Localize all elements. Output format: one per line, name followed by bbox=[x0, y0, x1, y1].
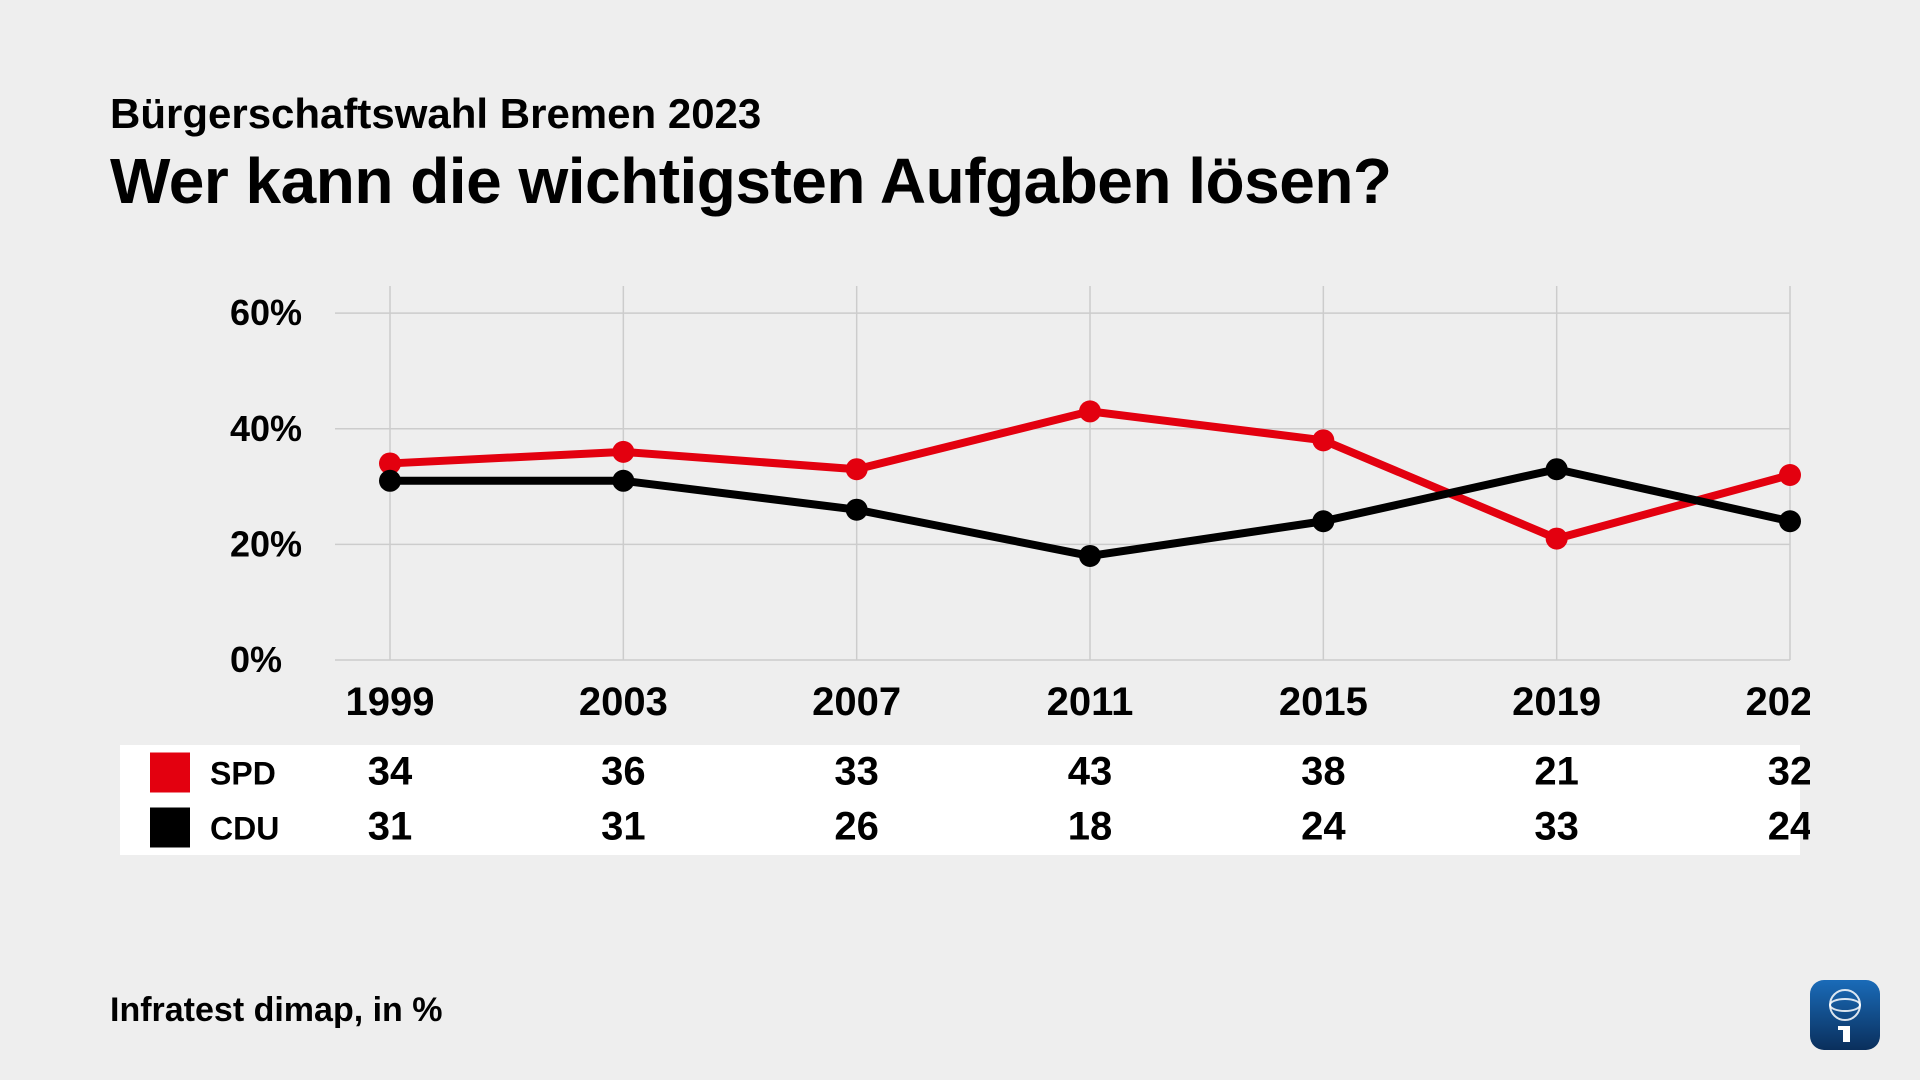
x-axis-year: 1999 bbox=[346, 680, 435, 724]
series-marker bbox=[846, 458, 868, 480]
series-marker bbox=[1312, 510, 1334, 532]
y-axis-label: 20% bbox=[230, 523, 302, 564]
table-value: 31 bbox=[601, 805, 646, 849]
table-value: 38 bbox=[1301, 750, 1346, 794]
series-marker bbox=[846, 499, 868, 521]
chart: 0%20%40%60%1999200320072011201520192023S… bbox=[110, 280, 1810, 720]
series-marker bbox=[1546, 528, 1568, 550]
y-axis-label: 0% bbox=[230, 639, 282, 680]
chart-source: Infratest dimap, in % bbox=[110, 991, 443, 1030]
series-marker bbox=[1079, 545, 1101, 567]
table-value: 43 bbox=[1068, 750, 1113, 794]
table-value: 18 bbox=[1068, 805, 1113, 849]
x-axis-year: 2011 bbox=[1047, 680, 1134, 724]
series-marker bbox=[1312, 429, 1334, 451]
x-axis-year: 2007 bbox=[812, 680, 901, 724]
x-axis-year: 2023 bbox=[1746, 680, 1810, 724]
series-marker bbox=[1079, 400, 1101, 422]
legend-label: SPD bbox=[210, 756, 276, 792]
series-marker bbox=[379, 470, 401, 492]
table-value: 24 bbox=[1768, 805, 1810, 849]
legend-swatch bbox=[150, 753, 190, 793]
x-axis-year: 2019 bbox=[1512, 680, 1601, 724]
chart-title: Wer kann die wichtigsten Aufgaben lösen? bbox=[110, 144, 1392, 218]
table-value: 33 bbox=[1534, 805, 1579, 849]
chart-subtitle: Bürgerschaftswahl Bremen 2023 bbox=[110, 90, 1392, 138]
table-value: 24 bbox=[1301, 805, 1346, 849]
series-marker bbox=[612, 441, 634, 463]
table-value: 33 bbox=[834, 750, 879, 794]
table-value: 34 bbox=[368, 750, 413, 794]
table-value: 31 bbox=[368, 805, 413, 849]
y-axis-label: 40% bbox=[230, 408, 302, 449]
das-erste-logo-icon bbox=[1810, 980, 1880, 1050]
y-axis-label: 60% bbox=[230, 292, 302, 333]
table-value: 32 bbox=[1768, 750, 1810, 794]
series-marker bbox=[612, 470, 634, 492]
series-marker bbox=[1779, 510, 1801, 532]
x-axis-year: 2003 bbox=[579, 680, 668, 724]
legend-label: CDU bbox=[210, 811, 279, 847]
legend-swatch bbox=[150, 808, 190, 848]
x-axis-year: 2015 bbox=[1279, 680, 1368, 724]
series-marker bbox=[1546, 458, 1568, 480]
series-marker bbox=[1779, 464, 1801, 486]
table-value: 36 bbox=[601, 750, 646, 794]
table-value: 21 bbox=[1534, 750, 1579, 794]
table-value: 26 bbox=[834, 805, 879, 849]
